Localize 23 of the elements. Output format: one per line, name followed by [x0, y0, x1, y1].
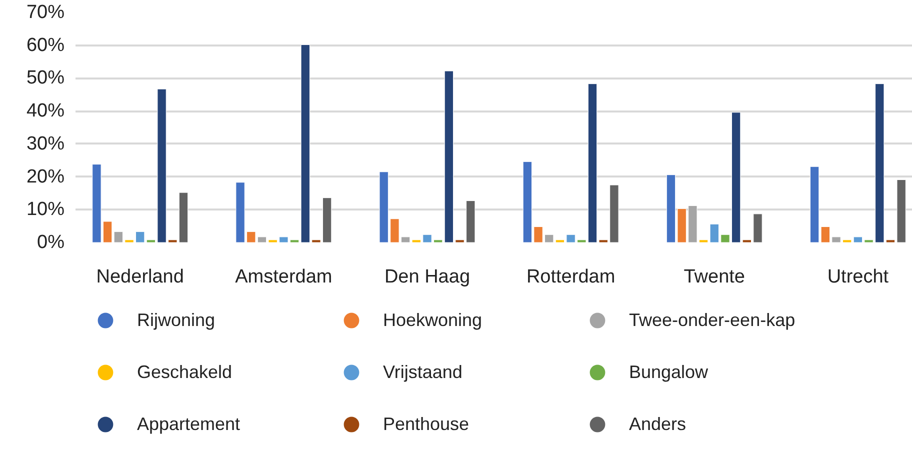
- y-tick-label: 60%: [26, 34, 65, 56]
- x-tick-label: Utrecht: [827, 266, 890, 288]
- x-tick-label: Amsterdam: [235, 266, 332, 288]
- x-tick-label: Nederland: [96, 266, 184, 288]
- legend-label: Bungalow: [629, 362, 710, 382]
- y-tick-label: 70%: [26, 2, 65, 23]
- x-tick-label: Rotterdam: [526, 266, 616, 288]
- legend-label: Geschakeld: [137, 362, 234, 382]
- legend-label: Penthouse: [383, 414, 470, 434]
- x-tick-label: Twente: [684, 266, 746, 288]
- y-tick-label: 40%: [26, 100, 65, 122]
- legend-label: Vrijstaand: [383, 362, 464, 382]
- legend-label: Appartement: [137, 414, 242, 434]
- legend-label: Hoekwoning: [383, 310, 484, 330]
- y-tick-label: 50%: [26, 68, 65, 89]
- legend-label: Anders: [629, 414, 688, 434]
- x-tick-label: Den Haag: [384, 266, 470, 288]
- legend-label: Twee-onder-een-kap: [629, 310, 796, 330]
- legend-label: Rijwoning: [137, 310, 216, 330]
- y-tick-label: 0%: [37, 232, 65, 253]
- y-tick-label: 20%: [26, 166, 65, 188]
- y-tick-label: 10%: [26, 199, 65, 220]
- y-tick-label: 30%: [26, 133, 65, 154]
